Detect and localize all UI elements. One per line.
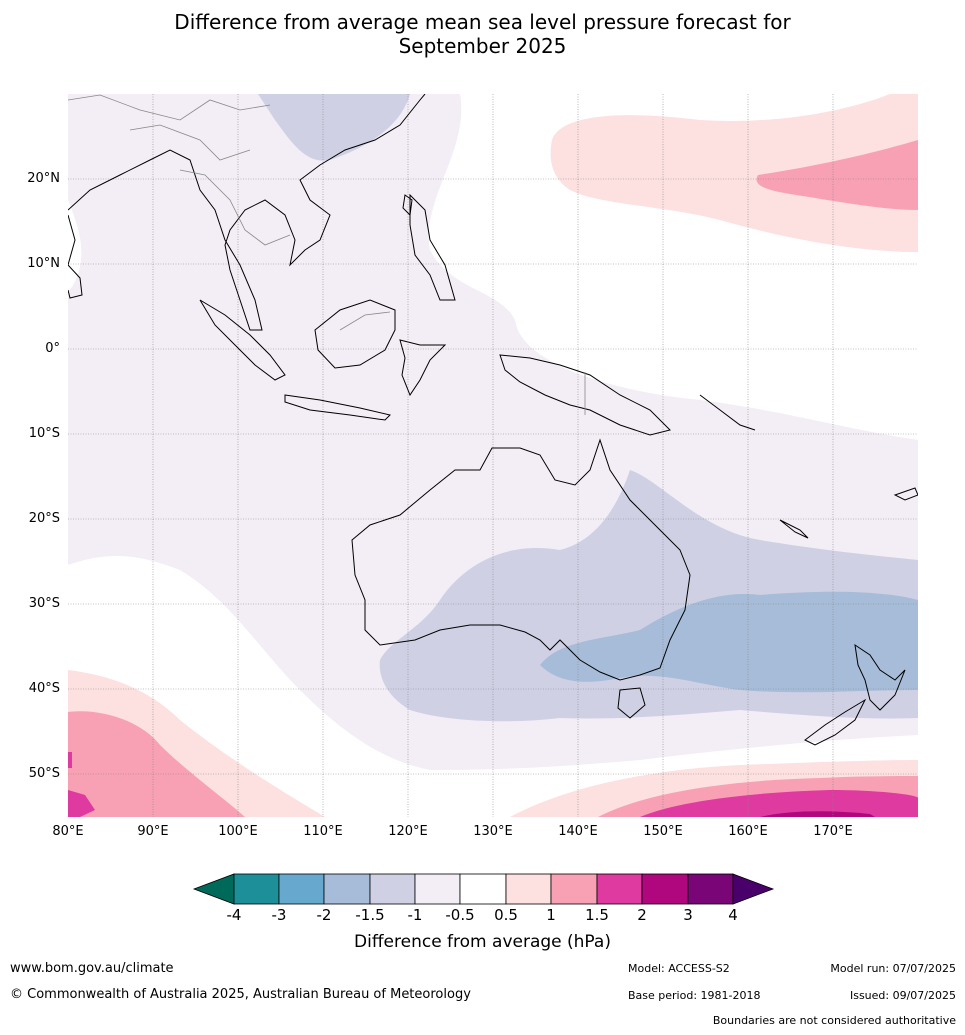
colorbar-tick: 1.5 (585, 906, 609, 924)
lon-label-80e: 80°E (52, 824, 84, 839)
colorbar-tick: -1 (407, 906, 423, 924)
colorbar-cell (233, 873, 280, 905)
anomaly-band-plus-1.5-to-plus-2-southwest (68, 752, 95, 817)
coastlines (68, 94, 918, 746)
lat-label-equator: 0° (45, 341, 60, 356)
lon-label-140e: 140°E (558, 824, 598, 839)
graticule (68, 94, 918, 817)
colorbar-tick: 2 (637, 906, 647, 924)
colorbar-cell (459, 873, 507, 905)
colorbar-tick: 0.5 (494, 906, 518, 924)
colorbar-extend-high (732, 873, 775, 905)
colorbar-tick: 4 (728, 906, 738, 924)
website-link[interactable]: www.bom.gov.au/climate (10, 961, 174, 976)
anomaly-band-near-zero-west (68, 200, 82, 290)
colorbar-cell (687, 873, 734, 905)
lat-label-50s: 50°S (28, 766, 60, 781)
model-run-text: Model run: 07/07/2025 (830, 962, 956, 975)
lat-label-10s: 10°S (28, 426, 60, 441)
lon-label-160e: 160°E (728, 824, 768, 839)
colorbar-cell (278, 873, 325, 905)
disclaimer-text: Boundaries are not considered authoritat… (712, 1014, 956, 1027)
map-title: Difference from average mean sea level p… (0, 10, 965, 58)
lon-label-120e: 120°E (388, 824, 428, 839)
colorbar-tick: -1.5 (355, 906, 385, 924)
colorbar-cell (323, 873, 371, 905)
lon-label-110e: 110°E (303, 824, 343, 839)
colorbar-cell (505, 873, 552, 905)
anomaly-band-plus-2-to-plus-3-southeast (760, 811, 875, 817)
anomaly-band-minus-1-to-minus-1.5-china (258, 94, 410, 161)
title-line-1: Difference from average mean sea level p… (174, 10, 791, 34)
lat-label-20n: 20°N (27, 171, 60, 186)
lon-label-150e: 150°E (643, 824, 683, 839)
colorbar-cell (596, 873, 643, 905)
lon-label-90e: 90°E (137, 824, 169, 839)
lat-label-10n: 10°N (27, 256, 60, 271)
lat-label-40s: 40°S (28, 681, 60, 696)
lat-label-20s: 20°S (28, 511, 60, 526)
colorbar-cell (369, 873, 416, 905)
colorbar-cells (192, 873, 775, 905)
copyright-text: © Commonwealth of Australia 2025, Austra… (10, 987, 471, 1002)
anomaly-band-minus-1.5-to-minus-2 (540, 591, 918, 693)
model-text: Model: ACCESS-S2 (628, 962, 730, 975)
base-period-text: Base period: 1981-2018 (628, 989, 761, 1002)
colorbar-cell (550, 873, 598, 905)
anomaly-band-plus-1.5-to-plus-2-southeast (640, 790, 918, 817)
colorbar-extend-low (192, 873, 235, 905)
anomaly-band-plus-0.5-to-plus-1-north-pacific (550, 94, 918, 252)
country-borders (68, 94, 586, 415)
anomaly-band-plus-1-to-plus-1.5-north-pacific (756, 140, 918, 210)
colorbar-label: Difference from average (hPa) (354, 932, 611, 952)
anomaly-band-near-zero-south (68, 555, 918, 817)
lon-label-100e: 100°E (218, 824, 258, 839)
colorbar-cell (641, 873, 689, 905)
issued-text: Issued: 09/07/2025 (849, 989, 956, 1002)
lon-label-170e: 170°E (813, 824, 853, 839)
colorbar-tick: -0.5 (445, 906, 475, 924)
colorbar-cell (414, 873, 461, 905)
lon-label-130e: 130°E (473, 824, 513, 839)
colorbar-tick: -3 (271, 906, 287, 924)
colorbar-tick: -2 (316, 906, 332, 924)
colorbar-tick: 3 (683, 906, 693, 924)
lat-label-30s: 30°S (28, 596, 60, 611)
colorbar-tick: -4 (226, 906, 242, 924)
title-line-2: September 2025 (398, 34, 567, 58)
anomaly-band-plus-1-to-plus-1.5-southwest (68, 711, 245, 817)
pressure-anomaly-map (68, 94, 918, 817)
anomaly-band-minus-0.5-to-minus-1-asia (68, 94, 300, 159)
colorbar-tick: 1 (546, 906, 556, 924)
